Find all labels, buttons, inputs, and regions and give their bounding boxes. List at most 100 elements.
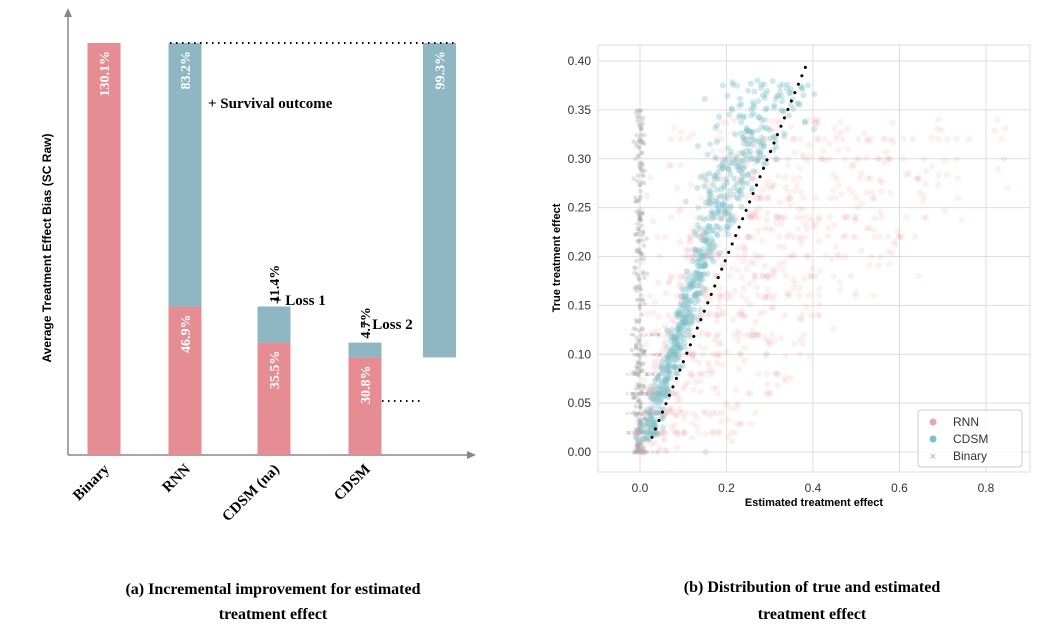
point-cdsm (712, 173, 719, 180)
point-rnn (688, 181, 695, 189)
point-binary (641, 243, 647, 248)
point-binary-x: × (631, 448, 636, 457)
point-binary (641, 229, 646, 234)
point-cdsm (707, 187, 714, 194)
point-cdsm (758, 142, 765, 149)
point-cdsm (722, 205, 729, 212)
point-rnn (754, 194, 761, 202)
point-rnn (849, 233, 857, 241)
point-cdsm (732, 131, 739, 138)
point-rnn (744, 233, 751, 241)
point-rnn (743, 159, 750, 167)
point-cdsm (674, 370, 681, 377)
point-cdsm (724, 192, 731, 199)
point-rnn (697, 272, 705, 280)
point-rnn (818, 155, 825, 162)
point-rnn (815, 121, 822, 128)
point-rnn (882, 148, 890, 156)
point-binary-x: × (640, 389, 645, 398)
point-cdsm (658, 364, 665, 371)
point-cdsm (708, 190, 715, 197)
point-cdsm (670, 341, 677, 348)
point-binary (639, 223, 644, 228)
point-rnn (664, 331, 672, 338)
point-rnn (683, 295, 690, 303)
point-cdsm (762, 106, 769, 113)
point-binary (633, 370, 639, 375)
point-rnn (690, 386, 697, 394)
point-cdsm (709, 227, 716, 234)
point-rnn (676, 344, 684, 352)
point-rnn (650, 404, 657, 412)
point-cdsm (717, 225, 724, 232)
point-rnn (683, 271, 690, 279)
point-rnn (772, 370, 780, 377)
point-binary-x: × (649, 331, 654, 340)
point-rnn (730, 129, 737, 137)
point-rnn (817, 267, 824, 274)
point-cdsm (743, 125, 750, 132)
point-rnn (763, 216, 770, 224)
point-cdsm (749, 141, 756, 148)
point-cdsm (736, 114, 743, 121)
point-rnn (668, 136, 675, 143)
point-binary (635, 443, 640, 448)
point-binary (638, 250, 643, 256)
bar-increment-2 (257, 306, 291, 343)
point-binary (637, 427, 643, 433)
point-cdsm (708, 208, 715, 215)
point-binary-x: × (644, 389, 649, 398)
point-cdsm (726, 111, 733, 118)
point-rnn (772, 219, 779, 227)
point-rnn (672, 411, 679, 419)
point-binary (632, 395, 637, 400)
point-rnn (743, 296, 750, 303)
point-rnn (676, 161, 684, 169)
point-rnn (696, 282, 703, 289)
point-rnn (954, 194, 962, 202)
point-cdsm (684, 313, 691, 320)
point-cdsm (758, 81, 765, 88)
point-rnn (815, 238, 822, 245)
point-rnn (816, 301, 823, 308)
point-rnn (764, 380, 771, 388)
point-rnn (645, 409, 653, 417)
point-binary (634, 394, 639, 399)
point-binary (641, 211, 646, 216)
point-binary (637, 449, 642, 454)
point-rnn (692, 379, 699, 386)
point-rnn (686, 234, 694, 241)
point-cdsm (657, 398, 664, 405)
point-rnn (764, 194, 772, 202)
point-rnn (712, 311, 719, 319)
point-cdsm (745, 170, 752, 177)
point-cdsm (761, 142, 768, 149)
point-rnn (763, 183, 770, 190)
point-rnn (645, 386, 653, 394)
point-binary (634, 449, 639, 454)
point-rnn (914, 175, 921, 183)
point-rnn (732, 386, 740, 394)
panel-b-ticks: 0.0 0.2 0.4 0.6 0.80.000.050.100.150.200.250… (568, 54, 995, 495)
point-rnn (706, 310, 713, 317)
point-rnn (718, 409, 726, 417)
point-binary (635, 273, 641, 279)
point-cdsm (671, 334, 678, 341)
point-cdsm (708, 255, 715, 262)
point-cdsm (661, 379, 668, 386)
point-rnn (745, 233, 752, 241)
point-binary (635, 173, 641, 179)
point-rnn (876, 176, 884, 184)
point-rnn (713, 253, 721, 260)
point-cdsm (670, 348, 677, 355)
point-binary (638, 347, 644, 353)
point-rnn (686, 318, 693, 325)
point-cdsm (660, 424, 667, 431)
point-rnn (877, 253, 884, 260)
point-rnn (842, 232, 849, 239)
point-rnn (672, 370, 679, 377)
point-rnn (706, 362, 713, 370)
point-rnn (737, 149, 745, 156)
point-rnn (737, 177, 745, 184)
point-cdsm (651, 382, 658, 389)
